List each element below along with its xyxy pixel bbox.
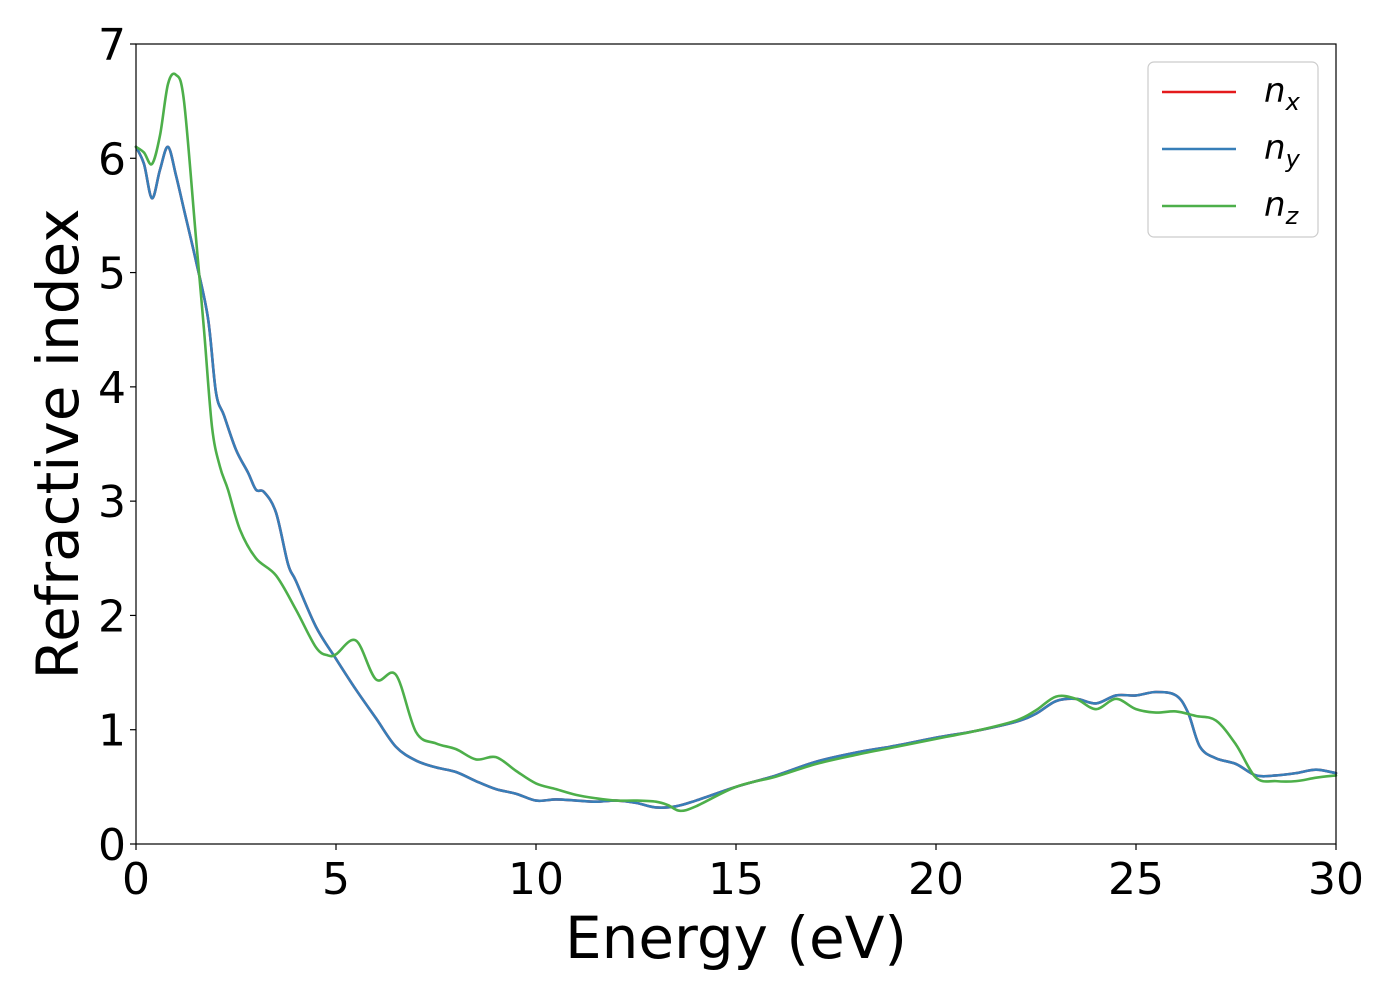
x-tick-label: 30 [1308, 854, 1364, 905]
y-tick-label: 6 [98, 134, 126, 185]
series-line-y [134, 145, 1338, 809]
y-tick-label: 3 [98, 477, 126, 528]
y-tick-label: 1 [98, 706, 126, 757]
legend-label-main: n [1264, 128, 1286, 168]
legend-label-y: ny [1264, 128, 1301, 173]
legend-label-x: nx [1264, 71, 1301, 116]
x-tick-label: 15 [708, 854, 764, 905]
axis-ticks: 0 5 10 15 20 25 30 0 1 2 3 4 5 6 7 [98, 20, 1364, 905]
legend-label-main: n [1264, 185, 1286, 225]
legend-label-main: n [1264, 71, 1286, 111]
x-axis-title: Energy (eV) [565, 904, 907, 972]
x-tick-label: 5 [322, 854, 350, 905]
y-tick-label: 5 [98, 249, 126, 300]
y-tick-label: 2 [98, 591, 126, 642]
x-tick-label: 20 [908, 854, 964, 905]
x-tick-label: 10 [508, 854, 564, 905]
y-axis-title: Refractive index [24, 208, 92, 679]
legend-label-sub: y [1285, 145, 1301, 173]
series-line-z [134, 72, 1338, 813]
legend-label-sub: z [1285, 202, 1300, 230]
legend-label-z: nz [1264, 185, 1300, 230]
series-line-x [134, 145, 1338, 809]
y-tick-label: 7 [98, 20, 126, 71]
y-tick-label: 0 [98, 820, 126, 871]
x-tick-label: 25 [1108, 854, 1164, 905]
y-tick-label: 4 [98, 363, 126, 414]
x-tick-label: 0 [122, 854, 150, 905]
legend-label-sub: x [1285, 88, 1301, 116]
series-lines [134, 72, 1338, 813]
